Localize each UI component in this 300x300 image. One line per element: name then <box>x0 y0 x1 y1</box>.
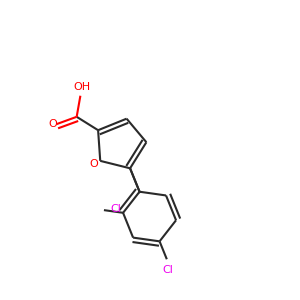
Text: O: O <box>48 119 57 129</box>
Text: OH: OH <box>73 82 90 92</box>
Text: Cl: Cl <box>110 204 122 214</box>
Text: O: O <box>89 159 98 169</box>
Text: Cl: Cl <box>163 265 174 275</box>
